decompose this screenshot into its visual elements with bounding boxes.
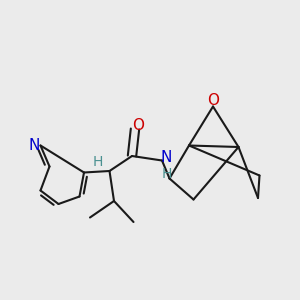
Text: O: O	[207, 93, 219, 108]
Text: O: O	[132, 118, 144, 134]
Text: N: N	[29, 138, 40, 153]
Text: H: H	[92, 155, 103, 169]
Text: N: N	[161, 150, 172, 165]
Text: H: H	[161, 167, 172, 181]
